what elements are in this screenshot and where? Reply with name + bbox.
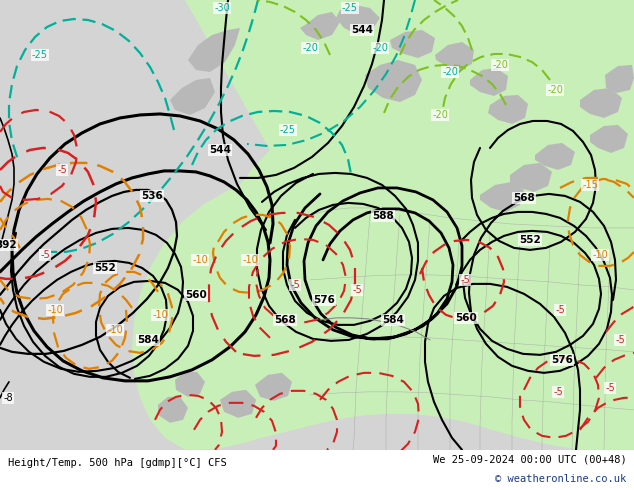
Polygon shape (510, 163, 552, 192)
Polygon shape (336, 5, 380, 35)
Text: -10: -10 (152, 310, 168, 320)
Text: -5: -5 (40, 250, 50, 260)
Polygon shape (480, 182, 524, 212)
Text: -10: -10 (192, 255, 208, 265)
Text: -25: -25 (342, 3, 358, 13)
Text: -20: -20 (547, 85, 563, 95)
Text: -20: -20 (302, 43, 318, 53)
Polygon shape (605, 65, 634, 93)
Text: 584: 584 (382, 315, 404, 325)
Text: We 25-09-2024 00:00 UTC (00+48): We 25-09-2024 00:00 UTC (00+48) (432, 455, 626, 465)
Polygon shape (535, 143, 575, 170)
Text: 536: 536 (141, 191, 163, 201)
Text: 392: 392 (0, 240, 17, 250)
Text: -5: -5 (615, 335, 625, 345)
Polygon shape (175, 372, 205, 397)
Text: -20: -20 (442, 67, 458, 77)
Text: -20: -20 (372, 43, 388, 53)
Text: -10: -10 (47, 305, 63, 315)
Text: -20: -20 (492, 60, 508, 70)
Text: -5: -5 (553, 387, 563, 397)
Polygon shape (132, 0, 634, 450)
Polygon shape (158, 397, 188, 423)
Text: 568: 568 (513, 193, 535, 203)
Text: -5: -5 (290, 280, 300, 290)
Text: -8: -8 (3, 393, 13, 403)
Text: -5: -5 (555, 305, 565, 315)
Polygon shape (435, 42, 474, 70)
Text: -5: -5 (57, 165, 67, 175)
Text: 576: 576 (551, 355, 573, 365)
Text: Height/Temp. 500 hPa [gdmp][°C] CFS: Height/Temp. 500 hPa [gdmp][°C] CFS (8, 458, 226, 468)
Polygon shape (300, 12, 340, 40)
Text: 560: 560 (455, 313, 477, 323)
Polygon shape (255, 373, 292, 401)
Text: -25: -25 (32, 50, 48, 60)
Text: 552: 552 (519, 235, 541, 245)
Text: -5: -5 (460, 275, 470, 285)
Text: 544: 544 (209, 145, 231, 155)
Polygon shape (580, 88, 622, 118)
Text: -10: -10 (242, 255, 258, 265)
Text: 568: 568 (274, 315, 296, 325)
Text: -20: -20 (432, 110, 448, 120)
Text: 584: 584 (137, 335, 159, 345)
Polygon shape (488, 95, 528, 124)
Polygon shape (365, 60, 422, 102)
Text: -5: -5 (352, 285, 362, 295)
Text: 588: 588 (372, 211, 394, 221)
Polygon shape (170, 78, 215, 115)
Polygon shape (590, 125, 628, 153)
Text: 552: 552 (94, 263, 116, 273)
Text: 560: 560 (185, 290, 207, 300)
Text: -15: -15 (582, 180, 598, 190)
Text: -10: -10 (592, 250, 608, 260)
Polygon shape (188, 28, 240, 72)
Text: 544: 544 (351, 25, 373, 35)
Polygon shape (470, 68, 508, 96)
Text: 576: 576 (313, 295, 335, 305)
Polygon shape (220, 390, 256, 418)
Text: © weatheronline.co.uk: © weatheronline.co.uk (495, 474, 626, 484)
Text: -30: -30 (214, 3, 230, 13)
Polygon shape (390, 30, 435, 58)
Text: -25: -25 (280, 125, 296, 135)
Text: -5: -5 (605, 383, 615, 393)
Text: -10: -10 (107, 325, 123, 335)
